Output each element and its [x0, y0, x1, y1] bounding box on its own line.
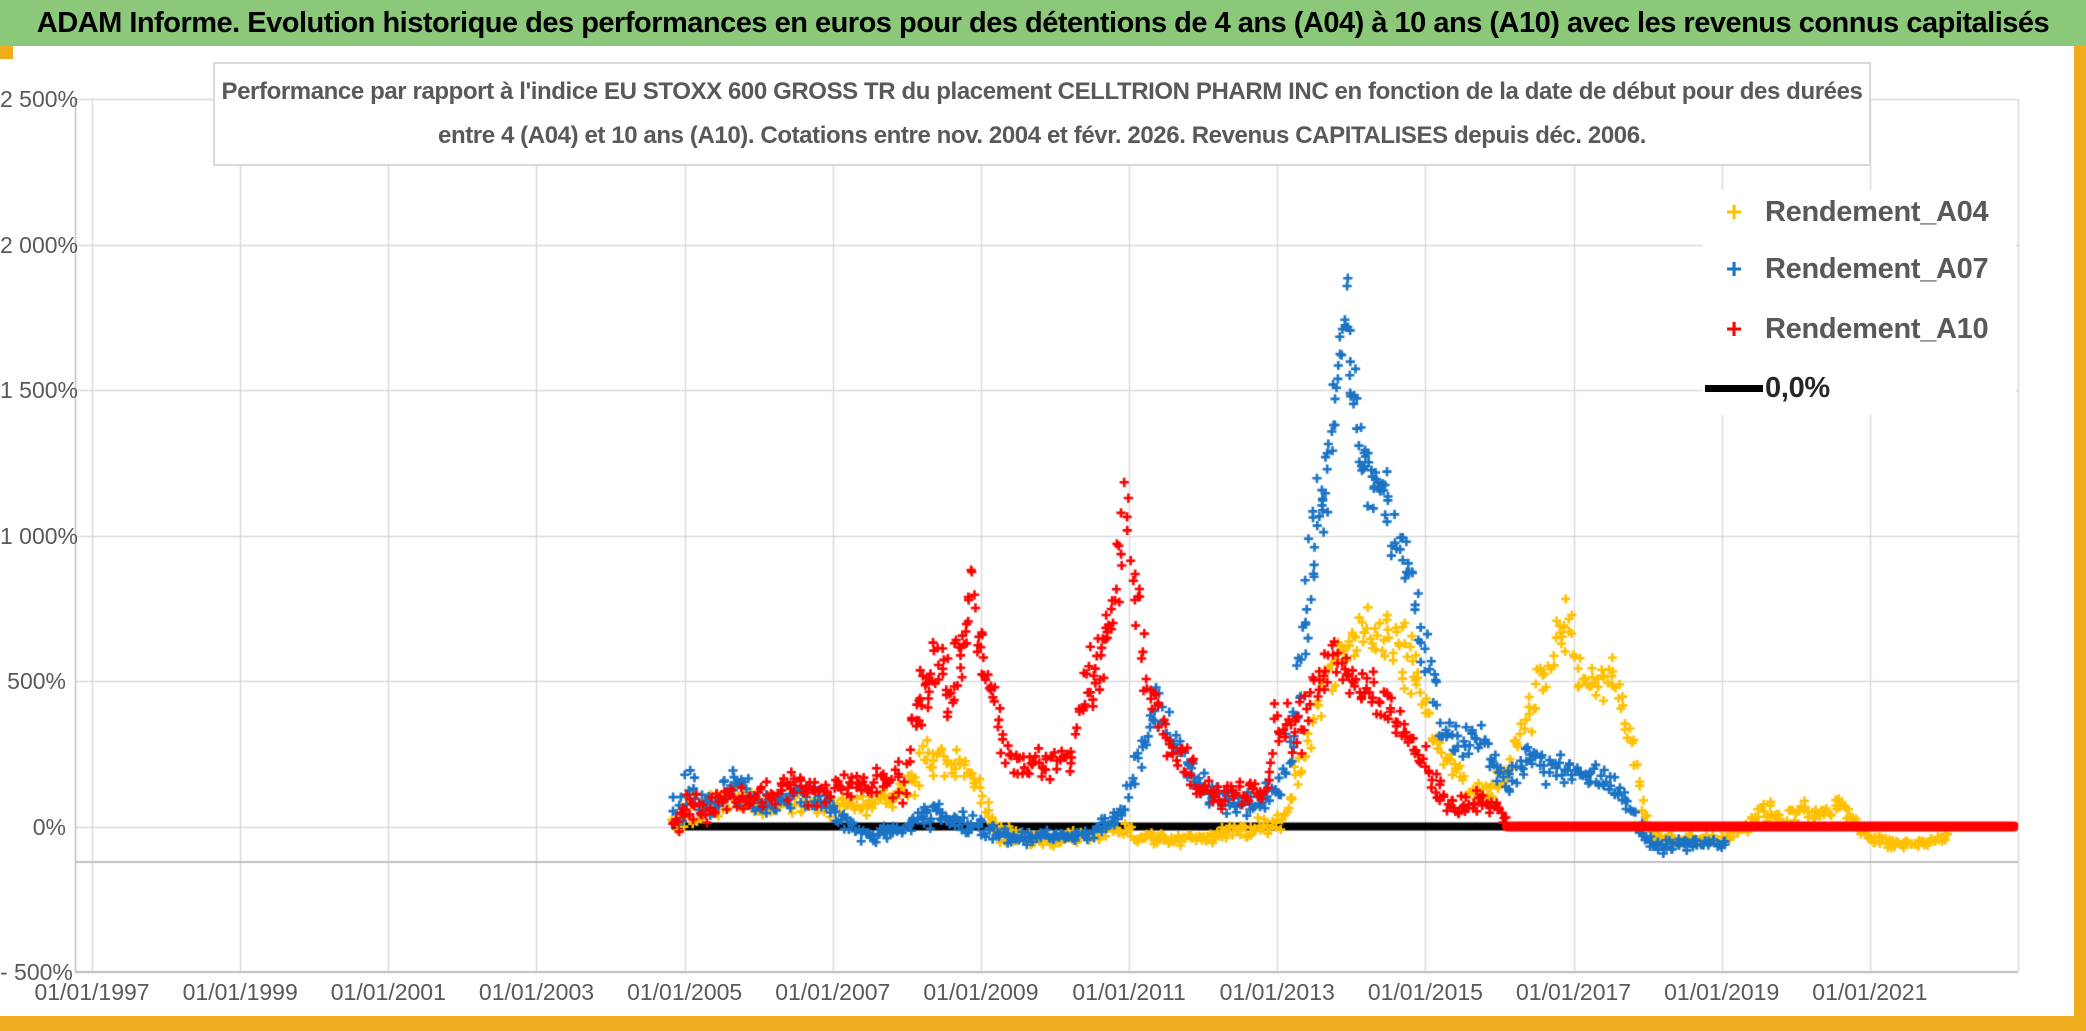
x-axis-label: 01/01/2009 — [923, 979, 1039, 1005]
yellow-bottom-border — [0, 1016, 2086, 1031]
x-axis-label: 01/01/2001 — [330, 979, 446, 1005]
y-axis-label: 0% — [32, 813, 66, 840]
x-axis-label: 01/01/2019 — [1664, 979, 1780, 1005]
x-axis-label: 01/01/2013 — [1219, 979, 1335, 1005]
x-axis-label: 01/01/2011 — [1072, 979, 1186, 1005]
y-axis-label: 1 000% — [0, 522, 79, 549]
y-axis-label: - 500% — [0, 959, 73, 985]
y-axis-label: 1 500% — [0, 377, 79, 403]
legend-item: 0,0% — [1703, 368, 2016, 408]
legend-label: Rendement_A10 — [1765, 312, 1989, 345]
yellow-right-border — [2074, 46, 2086, 1031]
yellow-corner-accent — [0, 46, 13, 59]
x-axis-label: 01/01/1999 — [182, 979, 298, 1005]
plus-marker-icon: + — [1725, 313, 1743, 344]
legend-label: Rendement_A07 — [1765, 252, 1989, 285]
legend-label: Rendement_A04 — [1765, 195, 1989, 228]
legend-label: 0,0% — [1765, 371, 1830, 404]
chart-legend: + Rendement_A04 + Rendement_A07 + Rendement_A… — [1703, 190, 2016, 415]
x-axis-label: 01/01/2021 — [1812, 979, 1928, 1005]
x-axis-label: 01/01/2003 — [478, 979, 595, 1005]
x-axis-label: 01/01/2007 — [775, 979, 891, 1005]
plus-marker-icon: + — [1725, 253, 1743, 284]
chart-subtitle-line1: Performance par rapport à l'indice EU ST… — [221, 78, 1863, 105]
y-axis-label: 2 500% — [0, 86, 79, 112]
legend-item: + Rendement_A07 — [1703, 249, 2016, 289]
chart-subtitle-box: Performance par rapport à l'indice EU ST… — [213, 62, 1871, 166]
y-axis-label: 500% — [7, 668, 66, 694]
x-axis-label: 01/01/2005 — [627, 979, 743, 1005]
legend-item: + Rendement_A04 — [1703, 192, 2016, 232]
title-bar: ADAM Informe. Evolution historique des p… — [0, 0, 2086, 46]
x-axis-label: 01/01/1997 — [34, 979, 150, 1005]
x-axis-label: 01/01/2017 — [1515, 979, 1632, 1005]
legend-item: + Rendement_A10 — [1703, 309, 2016, 349]
page-title: ADAM Informe. Evolution historique des p… — [36, 6, 2050, 39]
line-marker-icon — [1705, 384, 1763, 392]
chart-subtitle-line2: entre 4 (A04) et 10 ans (A10). Cotations… — [438, 122, 1646, 149]
y-axis-label: 2 000% — [0, 231, 79, 258]
plus-marker-icon: + — [1725, 196, 1743, 227]
x-axis-label: 01/01/2015 — [1367, 979, 1483, 1005]
